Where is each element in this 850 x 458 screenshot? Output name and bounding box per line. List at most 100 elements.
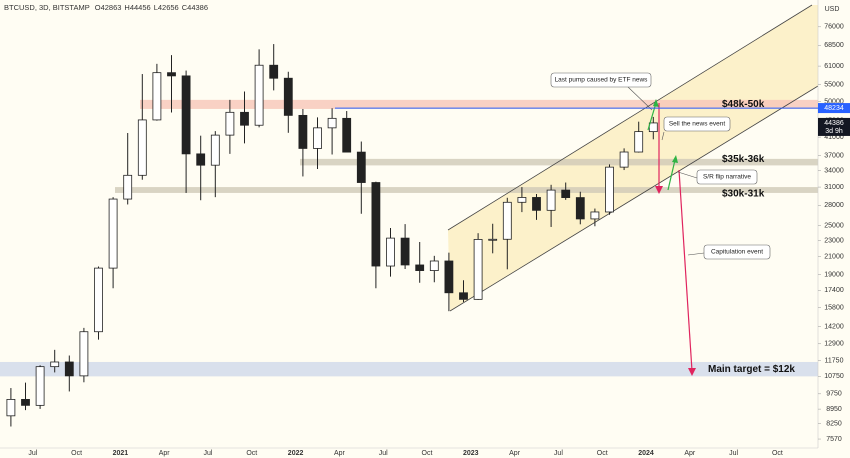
zone-label: $30k-31k [722, 189, 765, 200]
ohlc-letter: L [154, 3, 158, 12]
y-tick-label: 68500 [824, 42, 844, 49]
y-tick-label: 21000 [824, 254, 844, 261]
x-tick-label: Jul [729, 450, 738, 457]
candle-body [269, 64, 279, 79]
x-tick-label: Jul [554, 450, 563, 457]
y-tick-label: 55000 [824, 81, 844, 88]
candle-body [152, 72, 162, 121]
candle-body [313, 127, 322, 149]
x-tick-label: Apr [159, 450, 171, 457]
annotation: Last pump caused by ETF news [555, 77, 649, 84]
y-tick-label: 10750 [824, 373, 844, 380]
candle-body [210, 134, 220, 166]
arrows [627, 86, 705, 376]
y-tick-label: 17400 [824, 287, 844, 294]
y-tick-label: 31000 [824, 184, 844, 191]
candle-body [400, 237, 410, 266]
candle-body [517, 197, 527, 203]
x-tick-label: Apr [684, 450, 696, 457]
candle-body [546, 189, 556, 211]
channel-lower [449, 85, 819, 312]
x-tick-label: Jul [204, 450, 213, 457]
y-tick-label: 37000 [824, 152, 844, 159]
x-tick-label: 2021 [113, 450, 129, 457]
ohlc-value: 42863 [101, 3, 122, 12]
ohlc-value: 44386 [187, 3, 208, 12]
candle-body [35, 366, 45, 406]
x-tick-label: Jul [28, 450, 37, 457]
x-tick-label: Jul [379, 450, 388, 457]
y-tick-label: 34000 [824, 167, 844, 174]
candle-body [240, 111, 249, 126]
price-axis-bg [818, 0, 850, 458]
price-line-tag [818, 103, 850, 114]
candle-body [137, 119, 147, 176]
candle-body [575, 197, 585, 220]
candle-body [94, 267, 103, 333]
x-tick-label: 2024 [638, 450, 654, 457]
y-tick-label: 7570 [826, 436, 842, 443]
x-tick-label: Apr [509, 450, 521, 457]
annotation: S/R flip narrative [703, 174, 751, 181]
x-tick-label: 2023 [463, 450, 479, 457]
callouts: Last pump caused by ETF news Sell the ne… [550, 72, 771, 260]
candle-body [298, 114, 308, 149]
candle-body [648, 122, 658, 133]
annotation: Sell the news event [669, 121, 726, 128]
candle-body [502, 201, 512, 240]
candle-body [254, 64, 264, 126]
candle-body [225, 111, 235, 136]
x-tick-label: 2022 [288, 450, 304, 457]
y-tick-label: 19000 [824, 271, 844, 278]
ohlc-letter: H [124, 3, 129, 12]
candle-body [532, 197, 541, 211]
axis-unit: USD [825, 6, 840, 13]
candle-body [634, 131, 644, 153]
y-tick-label: 61000 [824, 63, 844, 70]
candle-body [6, 398, 16, 417]
y-tick-label: 23000 [824, 237, 844, 244]
y-tick-label: 25000 [824, 222, 844, 229]
x-tick-label: Apr [334, 450, 346, 457]
zone-label: Main target = $12k [708, 364, 795, 375]
channel-fill [448, 5, 818, 311]
zone-label: $48k-50k [722, 99, 765, 110]
symbol: BTCUSD, 3D, BITSTAMP [4, 3, 90, 12]
candle-body [473, 239, 483, 300]
candle-body [356, 151, 366, 183]
channel-upper [447, 4, 813, 231]
y-tick-label: 15800 [824, 304, 844, 311]
y-tick-label: 76000 [824, 24, 844, 31]
y-tick-label: 12900 [824, 341, 844, 348]
y-tick-label: 50000 [824, 98, 844, 105]
candle-body [590, 211, 600, 220]
x-tick-label: Oct [772, 450, 783, 457]
candle-body [342, 117, 352, 153]
candle-body [444, 260, 454, 294]
candle-body [196, 153, 206, 166]
candle-body [415, 264, 425, 271]
last-price-tag [818, 117, 850, 136]
y-tick-label: 28000 [824, 202, 844, 209]
x-tick-label: Oct [597, 450, 608, 457]
zone-label: $35k-36k [722, 154, 765, 165]
zone [140, 99, 818, 109]
chart-header: BTCUSD, 3D, BITSTAMP O42863 H44456 L42656 C4… [4, 3, 208, 12]
y-tick-label: 8950 [826, 406, 842, 413]
candle-body [429, 260, 439, 271]
ohlc-value: 44456 [130, 3, 151, 12]
zone [115, 187, 818, 193]
x-tick-label: Oct [422, 450, 433, 457]
x-tick-label: Oct [71, 450, 82, 457]
candle-body [79, 331, 89, 377]
candle-body [459, 292, 468, 300]
candle-body [181, 75, 191, 155]
candle-body [283, 77, 293, 116]
y-tick-label: 9750 [826, 391, 842, 398]
zone [300, 158, 818, 166]
y-tick-label: 11750 [825, 357, 844, 364]
candle-body [21, 398, 30, 406]
candle-body [488, 238, 498, 241]
